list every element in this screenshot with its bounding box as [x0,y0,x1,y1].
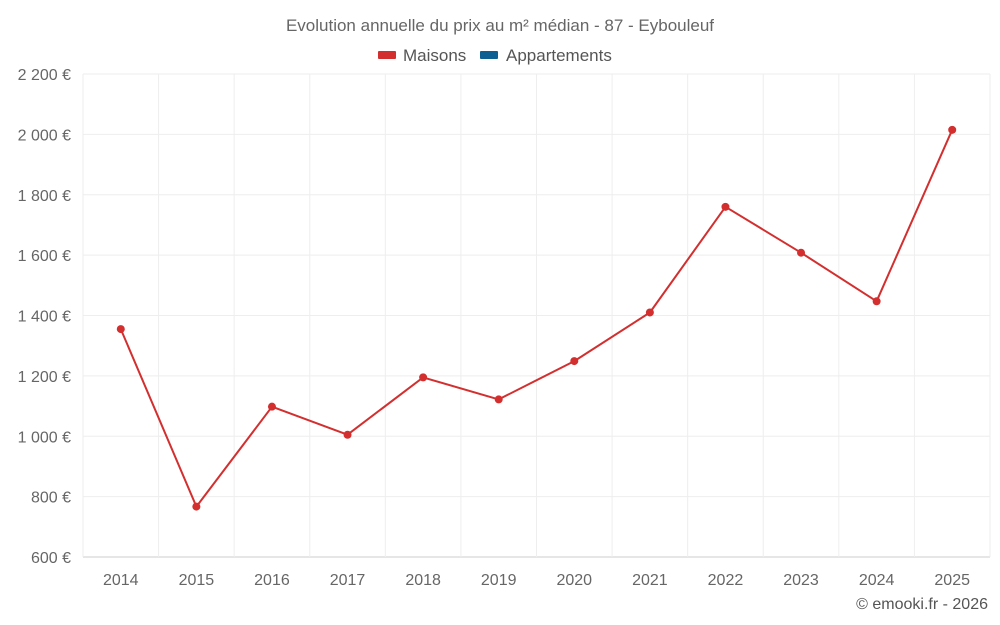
x-tick-label: 2017 [330,572,366,589]
x-tick-label: 2018 [405,572,441,589]
x-tick-label: 2014 [103,572,139,589]
y-tick-label: 1 600 € [18,248,71,265]
data-point-2018[interactable] [419,373,428,382]
x-tick-label: 2021 [632,572,668,589]
y-tick-label: 600 € [31,550,71,567]
chart-title: Evolution annuelle du prix au m² médian … [286,16,714,35]
legend-swatch-maisons[interactable] [378,51,396,59]
x-tick-label: 2023 [783,572,819,589]
x-tick-label: 2025 [934,572,970,589]
data-point-2020[interactable] [570,357,579,366]
data-point-2016[interactable] [267,402,276,411]
x-tick-label: 2020 [556,572,592,589]
legend-label-maisons[interactable]: Maisons [403,46,466,65]
data-point-2019[interactable] [494,395,503,404]
x-axis-labels: 2014 2015 2016 2017 2018 2019 2020 2021 2022 2023… [103,572,970,589]
data-point-2021[interactable] [645,308,654,317]
y-tick-label: 1 200 € [18,369,71,386]
x-tick-label: 2019 [481,572,517,589]
credit-text: © emooki.fr - 2026 [856,596,988,613]
y-axis-labels: 600 € 800 € 1 000 € 1 200 € 1 400 € 1 600 € 1 … [18,67,71,567]
data-point-2014[interactable] [116,325,125,334]
legend-label-appartements[interactable]: Appartements [506,46,612,65]
x-tick-label: 2022 [708,572,744,589]
series-line-maisons[interactable] [119,129,954,508]
x-tick-label: 2016 [254,572,290,589]
data-point-2025[interactable] [948,125,957,134]
data-point-2022[interactable] [721,202,730,211]
x-tick-label: 2024 [859,572,895,589]
y-tick-label: 2 200 € [18,67,71,84]
y-tick-label: 2 000 € [18,127,71,144]
legend[interactable]: Maisons Appartements [378,46,612,65]
y-tick-label: 1 400 € [18,309,71,326]
data-point-2017[interactable] [343,430,352,439]
series-maisons[interactable] [116,125,957,511]
y-tick-label: 1 800 € [18,188,71,205]
legend-swatch-appartements[interactable] [480,51,498,59]
y-tick-label: 1 000 € [18,429,71,446]
data-point-2024[interactable] [872,297,881,306]
data-point-2015[interactable] [192,502,201,511]
grid [82,73,991,558]
data-point-2023[interactable] [797,248,806,257]
y-tick-label: 800 € [31,490,71,507]
x-tick-label: 2015 [179,572,215,589]
